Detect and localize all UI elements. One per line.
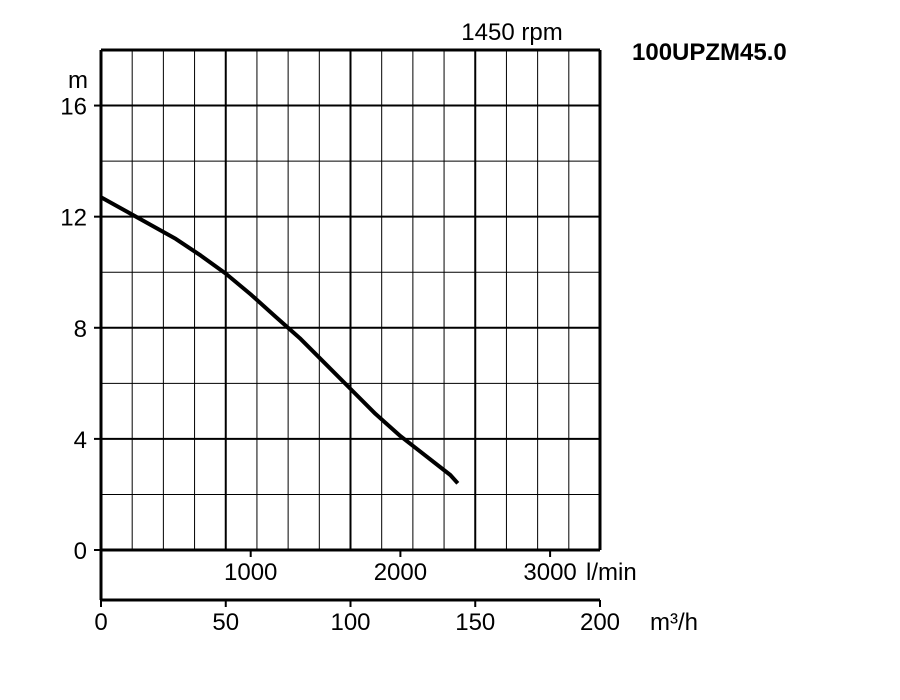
- x2-tick-label: 3000: [523, 559, 576, 586]
- y-tick-label: 4: [74, 427, 87, 454]
- y-tick-label: 16: [60, 94, 87, 121]
- y-axis-unit-label: m: [68, 67, 88, 94]
- x2-tick-label: 2000: [374, 559, 427, 586]
- x2-tick-label: 1000: [224, 559, 277, 586]
- head-curve-line: [100, 195, 460, 485]
- head-curve-layer: [100, 195, 460, 485]
- x-tick-label: 0: [94, 609, 107, 636]
- x-tick-label: 150: [455, 609, 495, 636]
- x-tick-label: 200: [580, 609, 620, 636]
- x-axis-unit-label: m³/h: [650, 609, 698, 636]
- y-tick-label: 8: [74, 316, 87, 343]
- y-tick-label: 12: [60, 205, 87, 232]
- x-tick-label: 50: [212, 609, 239, 636]
- chart-title: 100UPZM45.0: [632, 39, 787, 66]
- tick-labels: 0 4 8 12 16 0 50 100 150 200 1000 2000 3000: [60, 94, 620, 636]
- y-tick-label: 0: [74, 538, 87, 565]
- speed-label: 1450 rpm: [461, 19, 562, 46]
- x-tick-label: 100: [330, 609, 370, 636]
- x2-axis-unit-label: l/min: [586, 559, 637, 586]
- major-grid: [101, 50, 600, 550]
- axis-labels: 100UPZM45.0 1450 rpm m m³/h l/min: [68, 19, 787, 636]
